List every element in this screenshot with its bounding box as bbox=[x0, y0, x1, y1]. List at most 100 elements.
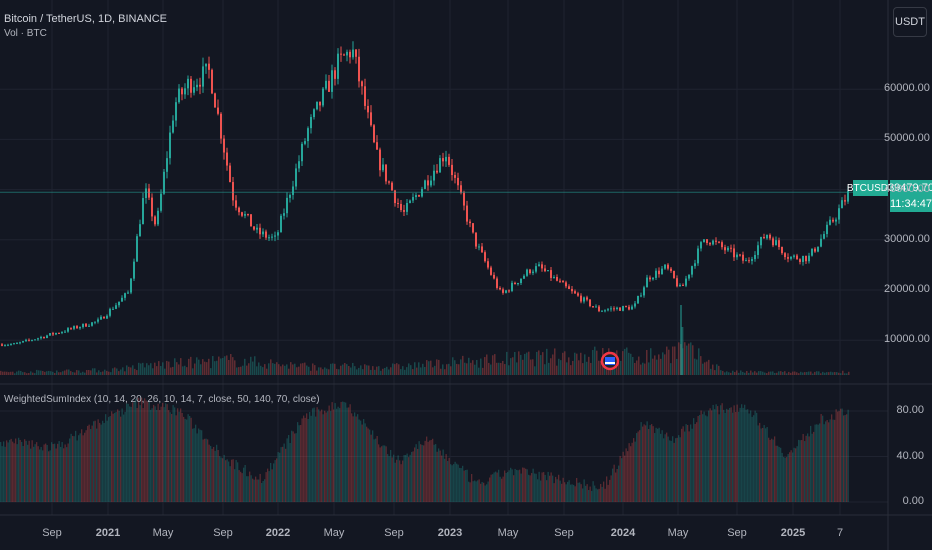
currency-button[interactable]: USDT bbox=[893, 7, 927, 37]
candle bbox=[637, 295, 639, 304]
wsi-bar bbox=[657, 428, 659, 502]
volume-bar bbox=[186, 367, 188, 375]
volume-title[interactable]: Vol · BTC bbox=[4, 28, 47, 39]
wsi-bar bbox=[423, 445, 425, 502]
indicator-title[interactable]: WeightedSumIndex (10, 14, 20, 26, 10, 14… bbox=[4, 394, 320, 405]
wsi-bar bbox=[525, 468, 527, 502]
candle bbox=[817, 246, 819, 252]
volume-bar bbox=[302, 363, 304, 375]
wsi-bar bbox=[282, 446, 284, 502]
candle bbox=[34, 339, 36, 341]
volume-bar bbox=[28, 373, 30, 375]
wsi-bar bbox=[736, 404, 738, 502]
wsi-bar bbox=[409, 454, 411, 502]
volume-bar bbox=[754, 371, 756, 375]
wsi-bar bbox=[816, 424, 818, 502]
wsi-bar bbox=[298, 425, 300, 502]
volume-bar bbox=[98, 370, 100, 375]
candle bbox=[334, 70, 336, 79]
candle bbox=[571, 288, 573, 292]
wsi-bar bbox=[70, 433, 72, 502]
candle bbox=[346, 51, 348, 56]
volume-bar bbox=[702, 363, 704, 375]
volume-bar bbox=[314, 365, 316, 375]
candle bbox=[265, 231, 267, 238]
volume-bar bbox=[78, 370, 80, 375]
candle bbox=[340, 53, 342, 55]
candle bbox=[322, 88, 324, 106]
candle bbox=[487, 261, 489, 268]
wsi-bar bbox=[784, 457, 786, 502]
wsi-bar bbox=[495, 471, 497, 502]
wsi-bar bbox=[492, 474, 494, 502]
wsi-bar bbox=[148, 401, 150, 502]
time-tick-label: 2021 bbox=[95, 527, 121, 539]
wsi-bar bbox=[517, 470, 519, 502]
wsi-bar bbox=[741, 404, 743, 502]
wsi-bar bbox=[547, 471, 549, 502]
wsi-bar bbox=[562, 477, 564, 502]
candle bbox=[520, 278, 522, 283]
candle bbox=[223, 138, 225, 153]
volume-bar bbox=[174, 358, 176, 375]
volume-bar bbox=[638, 356, 640, 375]
wsi-bar bbox=[39, 449, 41, 502]
wsi-bar bbox=[693, 418, 695, 502]
candle bbox=[772, 238, 774, 246]
candle bbox=[700, 242, 702, 249]
volume-bar bbox=[210, 368, 212, 375]
wsi-bar bbox=[357, 414, 359, 502]
candle bbox=[781, 246, 783, 254]
wsi-bar bbox=[312, 408, 314, 502]
candle bbox=[40, 336, 42, 339]
wsi-bar bbox=[822, 415, 824, 502]
wsi-bar bbox=[556, 479, 558, 502]
volume-bar bbox=[790, 372, 792, 375]
wsi-bar bbox=[364, 423, 366, 502]
volume-bar bbox=[170, 367, 172, 375]
volume-bar bbox=[516, 362, 518, 375]
wsi-bar bbox=[150, 409, 152, 502]
wsi-bar bbox=[79, 433, 81, 502]
volume-bar bbox=[730, 372, 732, 375]
volume-bar bbox=[648, 362, 650, 375]
volume-bar bbox=[110, 372, 112, 375]
wsi-bar bbox=[411, 451, 413, 502]
volume-bar bbox=[580, 352, 582, 375]
wsi-bar bbox=[805, 435, 807, 502]
volume-bar bbox=[94, 368, 96, 375]
wsi-bar bbox=[274, 460, 276, 502]
volume-bar bbox=[786, 373, 788, 375]
volume-bar bbox=[662, 352, 664, 375]
candle bbox=[562, 281, 564, 283]
volume-bar bbox=[618, 363, 620, 375]
wsi-bar bbox=[819, 423, 821, 502]
candle bbox=[247, 214, 249, 216]
volume-bar bbox=[752, 372, 754, 375]
wsi-bar bbox=[559, 480, 561, 502]
candle bbox=[85, 323, 87, 327]
candle bbox=[169, 132, 171, 159]
volume-bar bbox=[476, 359, 478, 375]
wsi-bar bbox=[834, 419, 836, 502]
wsi-bar bbox=[846, 414, 848, 502]
candle bbox=[409, 200, 411, 204]
volume-bar bbox=[660, 358, 662, 375]
wsi-bar bbox=[576, 477, 578, 502]
symbol-title[interactable]: Bitcoin / TetherUS, 1D, BINANCE bbox=[4, 13, 168, 25]
volume-bar bbox=[62, 371, 64, 375]
wsi-bar bbox=[43, 444, 45, 502]
candle bbox=[535, 266, 537, 272]
volume-bar bbox=[286, 364, 288, 375]
volume-bar bbox=[376, 366, 378, 375]
candle bbox=[187, 78, 189, 89]
wsi-bar bbox=[144, 398, 146, 502]
volume-bar bbox=[544, 364, 546, 375]
volume-bar bbox=[258, 362, 260, 375]
indicator-tick-label: 0.00 bbox=[902, 495, 924, 507]
volume-bar bbox=[488, 362, 490, 375]
volume-bar bbox=[442, 364, 444, 375]
wsi-bar bbox=[498, 469, 500, 502]
wsi-bar bbox=[490, 474, 492, 502]
